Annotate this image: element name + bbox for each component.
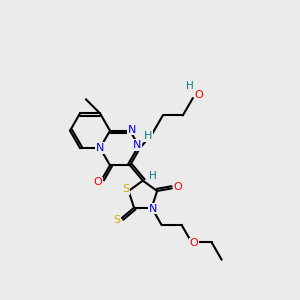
Text: S: S [113, 215, 120, 225]
Text: N: N [148, 204, 157, 214]
Text: N: N [133, 140, 141, 150]
Text: N: N [96, 143, 104, 153]
Text: H: H [144, 131, 152, 141]
Text: O: O [189, 238, 198, 248]
Text: O: O [173, 182, 182, 192]
Text: H: H [149, 171, 157, 181]
Text: H: H [186, 81, 194, 91]
Text: N: N [128, 125, 136, 135]
Text: O: O [94, 177, 102, 187]
Text: S: S [122, 184, 129, 194]
Text: O: O [194, 90, 203, 100]
